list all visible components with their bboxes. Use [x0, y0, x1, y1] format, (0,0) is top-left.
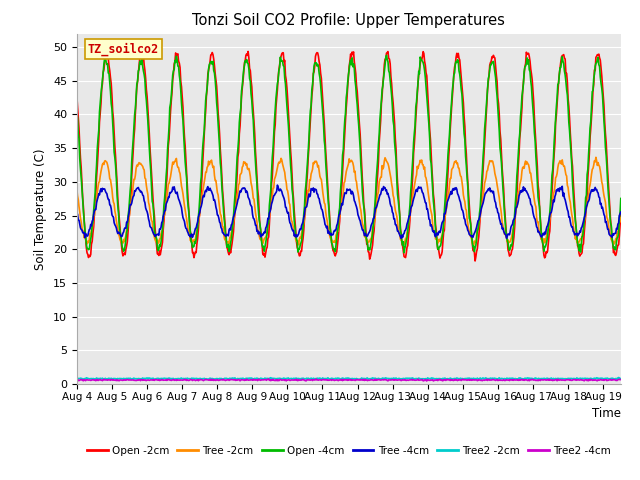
Tree -4cm: [465, 228, 472, 234]
Line: Tree2 -4cm: Tree2 -4cm: [77, 379, 621, 381]
Open -4cm: [326, 215, 333, 220]
Tree -2cm: [463, 216, 471, 221]
Tree2 -4cm: [73, 377, 81, 383]
Open -2cm: [471, 258, 479, 264]
Line: Open -4cm: Open -4cm: [77, 55, 621, 253]
Open -4cm: [305, 136, 313, 142]
Open -4cm: [73, 110, 81, 116]
Open -2cm: [464, 179, 472, 184]
Tree -2cm: [617, 215, 625, 220]
Text: TZ_soilco2: TZ_soilco2: [88, 42, 159, 56]
Tree -2cm: [149, 228, 157, 234]
Title: Tonzi Soil CO2 Profile: Upper Temperatures: Tonzi Soil CO2 Profile: Upper Temperatur…: [193, 13, 505, 28]
Tree2 -2cm: [423, 377, 431, 383]
Tree2 -2cm: [464, 375, 472, 381]
Open -4cm: [617, 195, 625, 201]
Tree -2cm: [470, 243, 477, 249]
Tree2 -4cm: [326, 377, 334, 383]
Open -2cm: [73, 92, 81, 97]
Tree2 -4cm: [306, 377, 314, 383]
Tree2 -2cm: [477, 376, 484, 382]
Legend: Open -2cm, Tree -2cm, Open -4cm, Tree -4cm, Tree2 -2cm, Tree2 -4cm: Open -2cm, Tree -2cm, Open -4cm, Tree -4…: [83, 442, 615, 460]
Tree -4cm: [617, 209, 625, 215]
Tree -4cm: [273, 182, 281, 188]
Open -4cm: [75, 136, 83, 142]
Tree2 -2cm: [305, 376, 313, 382]
Tree2 -2cm: [615, 374, 623, 380]
Line: Tree -4cm: Tree -4cm: [77, 185, 621, 239]
Open -4cm: [400, 250, 408, 256]
Open -4cm: [478, 179, 486, 184]
Tree -2cm: [592, 155, 600, 160]
Tree2 -2cm: [326, 376, 333, 382]
Tree2 -2cm: [617, 376, 625, 382]
Tree -4cm: [326, 232, 334, 238]
Tree -4cm: [149, 229, 157, 235]
Open -2cm: [75, 125, 83, 131]
Tree -4cm: [478, 204, 486, 210]
Open -2cm: [306, 130, 314, 136]
Open -2cm: [617, 211, 625, 217]
Tree2 -4cm: [478, 377, 486, 383]
Open -4cm: [383, 52, 390, 58]
Tree -4cm: [306, 194, 314, 200]
Tree -2cm: [326, 232, 333, 238]
Tree -2cm: [73, 186, 81, 192]
Tree -4cm: [75, 217, 83, 223]
Tree2 -2cm: [75, 376, 83, 382]
Tree2 -4cm: [423, 378, 431, 384]
Open -2cm: [326, 223, 334, 229]
Tree -2cm: [477, 206, 484, 212]
Tree -2cm: [75, 204, 83, 209]
Line: Tree -2cm: Tree -2cm: [77, 157, 621, 246]
Tree2 -4cm: [265, 376, 273, 382]
Tree -2cm: [305, 188, 313, 194]
Tree2 -2cm: [149, 375, 157, 381]
Line: Open -2cm: Open -2cm: [77, 51, 621, 261]
Tree2 -4cm: [149, 377, 157, 383]
Y-axis label: Soil Temperature (C): Soil Temperature (C): [35, 148, 47, 270]
Open -4cm: [149, 201, 157, 207]
Tree2 -4cm: [617, 377, 625, 383]
Open -2cm: [244, 48, 252, 54]
Tree -4cm: [397, 236, 405, 241]
X-axis label: Time: Time: [592, 407, 621, 420]
Line: Tree2 -2cm: Tree2 -2cm: [77, 377, 621, 380]
Open -2cm: [149, 195, 157, 201]
Tree2 -4cm: [465, 377, 472, 383]
Tree -4cm: [73, 212, 81, 218]
Open -4cm: [465, 201, 472, 207]
Open -2cm: [478, 191, 486, 197]
Tree2 -2cm: [73, 375, 81, 381]
Tree2 -4cm: [75, 378, 83, 384]
